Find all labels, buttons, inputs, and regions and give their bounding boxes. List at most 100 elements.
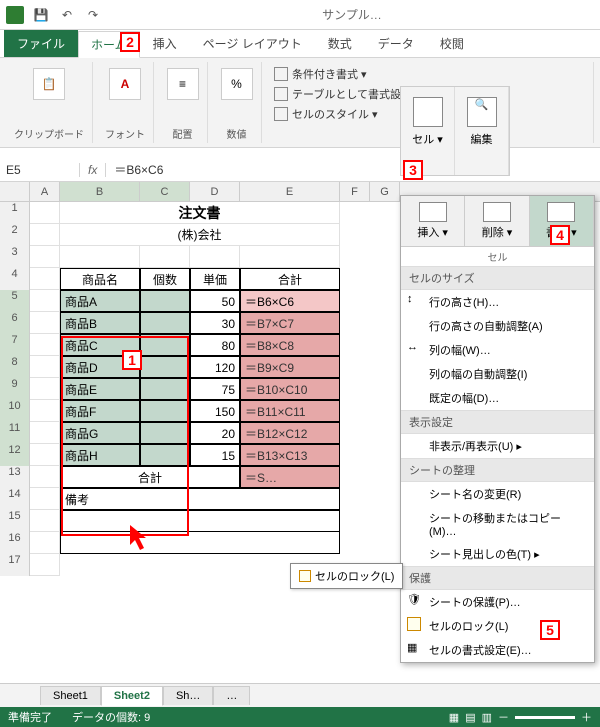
col-F[interactable]: F [340, 182, 370, 201]
cell-formula[interactable]: ＝B10×C10 [240, 378, 340, 400]
delete-cells-icon [483, 202, 511, 222]
cell-qty[interactable] [140, 312, 190, 334]
menu-insert-button[interactable]: 挿入 ▾ [401, 196, 465, 246]
align-icon[interactable]: ≡ [167, 68, 199, 100]
name-box[interactable]: E5 [0, 163, 80, 177]
edit-group-button[interactable]: 🔍 編集 [455, 87, 509, 175]
tab-formulas[interactable]: 数式 [315, 30, 365, 57]
cell-name[interactable]: 商品H [60, 444, 140, 466]
undo-icon[interactable]: ↶ [58, 6, 76, 24]
mi-default-width[interactable]: 既定の幅(D)… [401, 386, 594, 410]
mi-col-width[interactable]: ↔列の幅(W)… [401, 338, 594, 362]
cell-formula[interactable]: ＝B6×C6 [240, 290, 340, 312]
mi-rename-sheet[interactable]: シート名の変更(R) [401, 482, 594, 506]
cell-name[interactable]: 商品A [60, 290, 140, 312]
cell-qty[interactable] [140, 444, 190, 466]
window-title: サンプル… [322, 6, 382, 23]
tab-pagelayout[interactable]: ページ レイアウト [190, 30, 315, 57]
cell-price[interactable]: 15 [190, 444, 240, 466]
cell-price[interactable]: 75 [190, 378, 240, 400]
cell-qty[interactable] [140, 290, 190, 312]
find-icon: 🔍 [467, 97, 497, 127]
cell-formula[interactable]: ＝B8×C8 [240, 334, 340, 356]
ribbon: 📋 クリップボード A フォント ≡ 配置 % 数値 条件付き書式 ▾ テーブル… [0, 58, 600, 148]
sheet-tab-2[interactable]: Sheet2 [101, 686, 163, 706]
sheet-tab-more[interactable]: … [213, 686, 250, 705]
section-size: セルのサイズ [401, 266, 594, 290]
mi-row-height[interactable]: ↕行の高さ(H)… [401, 290, 594, 314]
hdr-total: 合計 [240, 268, 340, 290]
tab-insert[interactable]: 挿入 [140, 30, 190, 57]
mi-hide-show[interactable]: 非表示/再表示(U) ▸ [401, 434, 594, 458]
view-break-icon[interactable]: ▥ [482, 711, 492, 724]
total-label: 合計 [60, 466, 240, 488]
col-A[interactable]: A [30, 182, 60, 201]
view-layout-icon[interactable]: ▤ [465, 711, 475, 724]
save-icon[interactable]: 💾 [32, 6, 50, 24]
section-protect: 保護 [401, 566, 594, 590]
lock-tooltip: セルのロック(L) [290, 563, 403, 589]
mi-tab-color[interactable]: シート見出しの色(T) ▸ [401, 542, 594, 566]
mi-autofit-row[interactable]: 行の高さの自動調整(A) [401, 314, 594, 338]
cell-name[interactable]: 商品F [60, 400, 140, 422]
cell-price[interactable]: 20 [190, 422, 240, 444]
row-height-icon: ↕ [407, 293, 421, 307]
format-as-table-button[interactable]: テーブルとして書式設定 ▾ [274, 84, 421, 104]
mi-move-copy[interactable]: シートの移動またはコピー(M)… [401, 506, 594, 542]
cond-format-icon [274, 67, 288, 81]
section-org: シートの整理 [401, 458, 594, 482]
fx-icon[interactable]: fx [80, 163, 106, 177]
select-all-corner[interactable] [0, 182, 30, 201]
col-B[interactable]: B [60, 182, 140, 201]
paste-icon[interactable]: 📋 [33, 68, 65, 100]
sheet-tab-1[interactable]: Sheet1 [40, 686, 101, 705]
cell-formula[interactable]: ＝B7×C7 [240, 312, 340, 334]
cell-formula[interactable]: ＝B11×C11 [240, 400, 340, 422]
cell-name[interactable]: 商品G [60, 422, 140, 444]
cell-qty[interactable] [140, 422, 190, 444]
lock-icon [407, 617, 421, 631]
cell-price[interactable]: 120 [190, 356, 240, 378]
formula-input[interactable]: ＝B6×C6 [106, 161, 171, 178]
conditional-format-button[interactable]: 条件付き書式 ▾ [274, 64, 367, 84]
cell-qty[interactable] [140, 400, 190, 422]
sheet-tab-3[interactable]: Sh… [163, 686, 213, 705]
col-D[interactable]: D [190, 182, 240, 201]
view-normal-icon[interactable]: ▦ [449, 711, 459, 724]
cell-price[interactable]: 80 [190, 334, 240, 356]
cell-formula[interactable]: ＝B9×C9 [240, 356, 340, 378]
tab-review[interactable]: 校閲 [427, 30, 477, 57]
cell-formula[interactable]: ＝B13×C13 [240, 444, 340, 466]
font-icon[interactable]: A [109, 68, 141, 100]
cell-price[interactable]: 30 [190, 312, 240, 334]
redo-icon[interactable]: ↷ [84, 6, 102, 24]
cell-qty[interactable] [140, 378, 190, 400]
number-icon[interactable]: % [221, 68, 253, 100]
format-dropdown-menu: 挿入 ▾ 削除 ▾ 書式 ▾ セル セルのサイズ ↕行の高さ(H)… 行の高さの… [400, 195, 595, 663]
menu-delete-button[interactable]: 削除 ▾ [465, 196, 529, 246]
cell-name[interactable]: 商品B [60, 312, 140, 334]
mi-format-cells[interactable]: ▦セルの書式設定(E)… [401, 638, 594, 662]
zoom-in[interactable]: ＋ [581, 709, 592, 725]
cell-formula[interactable]: ＝B12×C12 [240, 422, 340, 444]
col-C[interactable]: C [140, 182, 190, 201]
cell-price[interactable]: 150 [190, 400, 240, 422]
cell-qty[interactable] [140, 356, 190, 378]
lock-icon [299, 570, 311, 582]
group-font: A フォント [97, 62, 154, 143]
col-G[interactable]: G [370, 182, 400, 201]
cell-qty[interactable] [140, 334, 190, 356]
mi-autofit-col[interactable]: 列の幅の自動調整(I) [401, 362, 594, 386]
tab-data[interactable]: データ [365, 30, 427, 57]
col-E[interactable]: E [240, 182, 340, 201]
cell-styles-button[interactable]: セルのスタイル ▾ [274, 104, 378, 124]
callout-4: 4 [550, 225, 570, 245]
format-cells-icon [547, 202, 575, 222]
mi-protect-sheet[interactable]: 🛡シートの保護(P)… [401, 590, 594, 614]
zoom-out[interactable]: － [498, 709, 509, 725]
cell-name[interactable]: 商品E [60, 378, 140, 400]
tab-file[interactable]: ファイル [4, 30, 78, 57]
zoom-slider[interactable] [515, 716, 575, 719]
mi-lock-cell[interactable]: セルのロック(L) [401, 614, 594, 638]
cell-price[interactable]: 50 [190, 290, 240, 312]
